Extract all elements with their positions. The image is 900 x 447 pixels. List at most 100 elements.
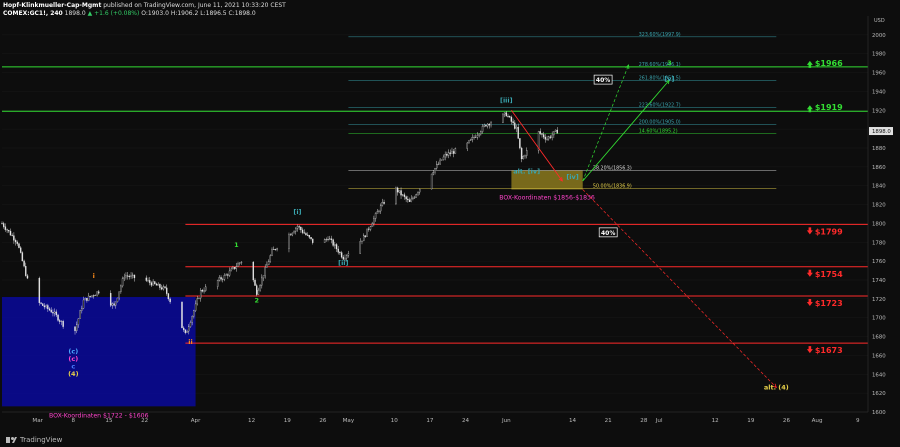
candle-body (155, 283, 158, 286)
wave-label: 2 (254, 297, 259, 305)
candle-body (191, 315, 193, 323)
price-change: ▲ +1.6 (+0.08%) (87, 10, 140, 17)
fib-label: 38.20%(1856.3) (593, 165, 632, 171)
candle-body (203, 290, 205, 292)
candle-body (252, 261, 255, 281)
wave-label: (4) (68, 370, 78, 378)
brand-name: TradingView (20, 436, 63, 444)
fib-label: 323.60%(1997.9) (639, 32, 681, 38)
box-label: BOX-Koordinaten $1722 - $1606 (49, 412, 149, 419)
candle-body (16, 241, 18, 244)
candle-body (47, 305, 49, 309)
candle-body (186, 331, 188, 333)
candle-body (374, 213, 377, 219)
candle-body (301, 229, 304, 233)
candle-body (553, 131, 555, 136)
candle-body (218, 277, 221, 281)
candle-body (454, 148, 457, 154)
projection-arrowhead (665, 79, 670, 85)
candle-body (233, 267, 236, 269)
candle-body (19, 247, 22, 253)
author-name[interactable]: Hopf-Klinkmueller-Cap-Mgmt (3, 2, 102, 9)
candle-body (269, 255, 271, 262)
candle-body (310, 237, 312, 240)
candle-body (59, 320, 61, 322)
candle-body (293, 231, 295, 234)
candle-body (94, 294, 97, 296)
horizontal-levels: $1966 $1919 $1799 $1754 $1723 $1673 (2, 59, 868, 355)
wave-label: i (93, 272, 95, 280)
candle-body (111, 303, 114, 306)
candle-body (166, 287, 168, 294)
candle-body (152, 281, 154, 286)
x-tick-label: 15 (105, 418, 113, 424)
candle-body (162, 286, 165, 290)
wave-label: (c) (68, 348, 78, 356)
candle-body (342, 256, 345, 260)
y-tick-label: 1800 (872, 221, 886, 227)
y-tick-label: 1720 (872, 297, 886, 303)
candle-body (449, 152, 451, 154)
candle-body (81, 308, 83, 311)
candle-body (261, 277, 263, 286)
candle-body (359, 241, 361, 254)
y-tick-label: 1980 (872, 52, 886, 58)
candle-body (256, 285, 258, 295)
candle-body (407, 198, 409, 200)
arrow-down-icon (806, 346, 813, 354)
candle-body (45, 305, 47, 308)
candle-body (323, 239, 326, 243)
wave-label: [iv] (566, 173, 578, 181)
candle-body (551, 134, 553, 138)
candle-body (169, 298, 171, 303)
candle-body (196, 298, 198, 305)
candle-body (8, 229, 10, 232)
candle-body (340, 252, 343, 258)
candle-body (121, 278, 124, 287)
candle-body (150, 282, 153, 286)
candle-body (272, 249, 275, 250)
candle-body (379, 205, 382, 212)
candle-body (485, 124, 487, 127)
candle-body (408, 199, 411, 202)
projection-line (582, 189, 777, 388)
candle-body (26, 275, 29, 279)
candle-body (82, 299, 85, 309)
candle-body (189, 322, 192, 327)
candle-body (126, 275, 129, 277)
candle-body (259, 285, 261, 291)
candle-body (419, 188, 421, 193)
percent-badge (593, 74, 613, 85)
candle-body (288, 234, 290, 249)
symbol-label[interactable]: COMEX:GC1!, 240 (3, 10, 63, 17)
candle-body (368, 228, 370, 230)
candle-body (133, 274, 136, 279)
y-tick-label: 1920 (872, 108, 886, 114)
fib-label: 200.00%(1905.0) (639, 119, 681, 125)
x-tick-label: Apr (191, 418, 201, 424)
candle-body (98, 291, 100, 294)
candle-body (113, 303, 115, 306)
projection-line (511, 110, 563, 182)
candle-body (276, 248, 278, 250)
candle-body (181, 301, 183, 329)
candle-body (199, 290, 202, 299)
candle-body (548, 136, 550, 140)
wave-label: [v] (664, 75, 674, 83)
candle-body (303, 232, 305, 234)
last-price: 1898.0 (64, 10, 86, 17)
wave-label: [ii] (338, 259, 348, 267)
candle-body (123, 276, 125, 279)
tradingview-brand[interactable]: TradingView (6, 436, 62, 444)
candle-body (378, 210, 380, 212)
candle-body (77, 318, 80, 325)
level-label: $1919 (815, 103, 843, 112)
candle-body (405, 196, 407, 200)
y-tick-label: 1620 (872, 391, 886, 397)
candle-body (441, 159, 443, 161)
candle-body (167, 293, 170, 300)
candle-body (86, 297, 88, 301)
candle-body (227, 274, 229, 276)
